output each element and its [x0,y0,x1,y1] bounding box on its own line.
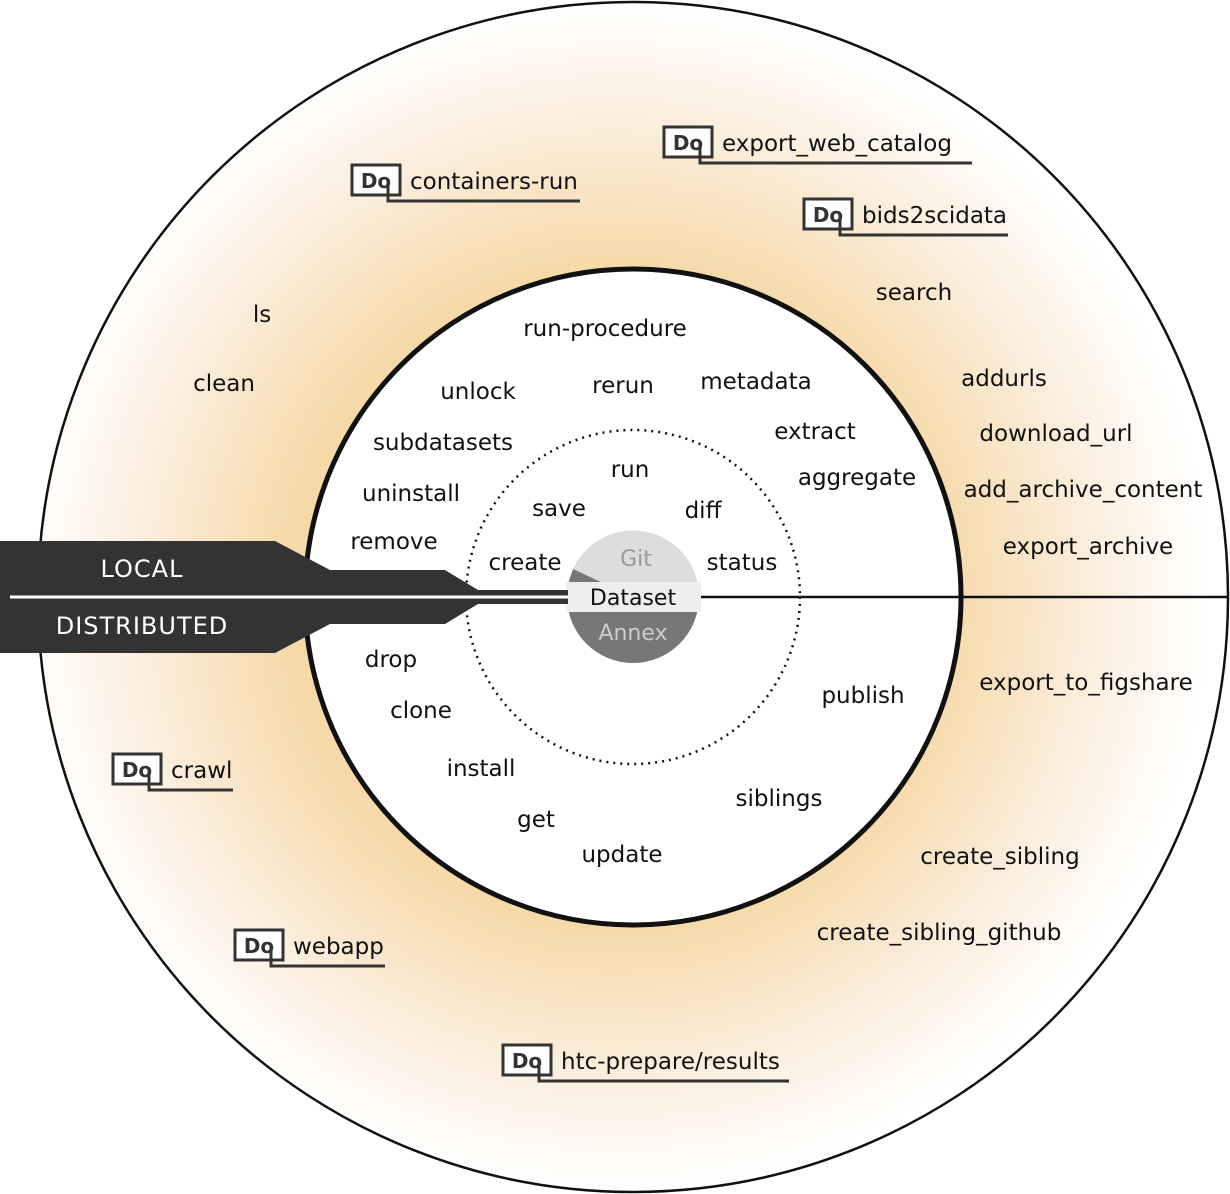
datalad-logo-icon: Do [501,1043,789,1083]
cmd-rerun: rerun [592,373,654,399]
core-git-label: Git [620,547,652,572]
datalad-logo-icon: Do [350,163,580,203]
extension-label: bids2scidata [862,203,1007,229]
extension-label: crawl [171,758,232,784]
cmd-update: update [581,842,662,868]
cmd-clean: clean [193,371,255,397]
cmd-download-url: download_url [979,421,1132,447]
cmd-diff: diff [685,498,723,524]
svg-text:Do: Do [813,203,843,227]
cmd-drop: drop [365,647,417,673]
cmd-extract: extract [774,419,856,445]
svg-text:Do: Do [673,131,703,155]
extension-htc-prepare-results: Do htc-prepare/results [501,1043,789,1083]
extension-label: htc-prepare/results [561,1049,780,1075]
extension-label: export_web_catalog [722,131,952,157]
cmd-siblings: siblings [736,786,823,812]
svg-text:Do: Do [244,934,274,958]
cmd-create: create [488,550,561,576]
band-local-label: LOCAL [101,555,184,583]
cmd-clone: clone [390,698,452,724]
cmd-save: save [532,496,586,522]
cmd-export-to-figshare: export_to_figshare [979,670,1192,696]
core-annex-label: Annex [598,621,667,646]
extension-export-web-catalog: Do export_web_catalog [662,125,972,165]
svg-text:Do: Do [361,169,391,193]
cmd-install: install [447,756,516,782]
datalad-logo-icon: Do [662,125,972,165]
cmd-run: run [611,457,650,483]
extension-label: webapp [293,934,384,960]
cmd-subdatasets: subdatasets [373,430,513,456]
svg-text:Do: Do [122,758,152,782]
cmd-aggregate: aggregate [798,465,916,491]
cmd-search: search [876,280,952,306]
cmd-publish: publish [821,683,904,709]
cmd-unlock: unlock [440,379,516,405]
svg-text:Do: Do [512,1049,542,1073]
cmd-get: get [517,807,555,833]
cmd-run-procedure: run-procedure [523,316,687,342]
cmd-ls: ls [253,302,271,328]
extension-bids2scidata: Do bids2scidata [802,197,1008,237]
cmd-create-sibling: create_sibling [920,844,1079,870]
cmd-metadata: metadata [700,369,811,395]
extension-containers-run: Do containers-run [350,163,580,203]
extension-label: containers-run [410,169,578,195]
datalad-logo-icon: Do [111,752,233,792]
cmd-addurls: addurls [961,366,1047,392]
datalad-logo-icon: Do [233,928,385,968]
cmd-add-archive-content: add_archive_content [964,477,1203,503]
datalad-logo-icon: Do [802,197,1008,237]
cmd-export-archive: export_archive [1003,534,1173,560]
cmd-remove: remove [350,529,437,555]
extension-webapp: Do webapp [233,928,385,968]
cmd-status: status [707,550,778,576]
core-dataset-label: Dataset [590,586,677,611]
core-dataset [566,530,701,663]
cmd-create-sibling-github: create_sibling_github [817,920,1062,946]
extension-crawl: Do crawl [111,752,233,792]
band-distributed-label: DISTRIBUTED [56,612,229,640]
cmd-uninstall: uninstall [362,481,460,507]
